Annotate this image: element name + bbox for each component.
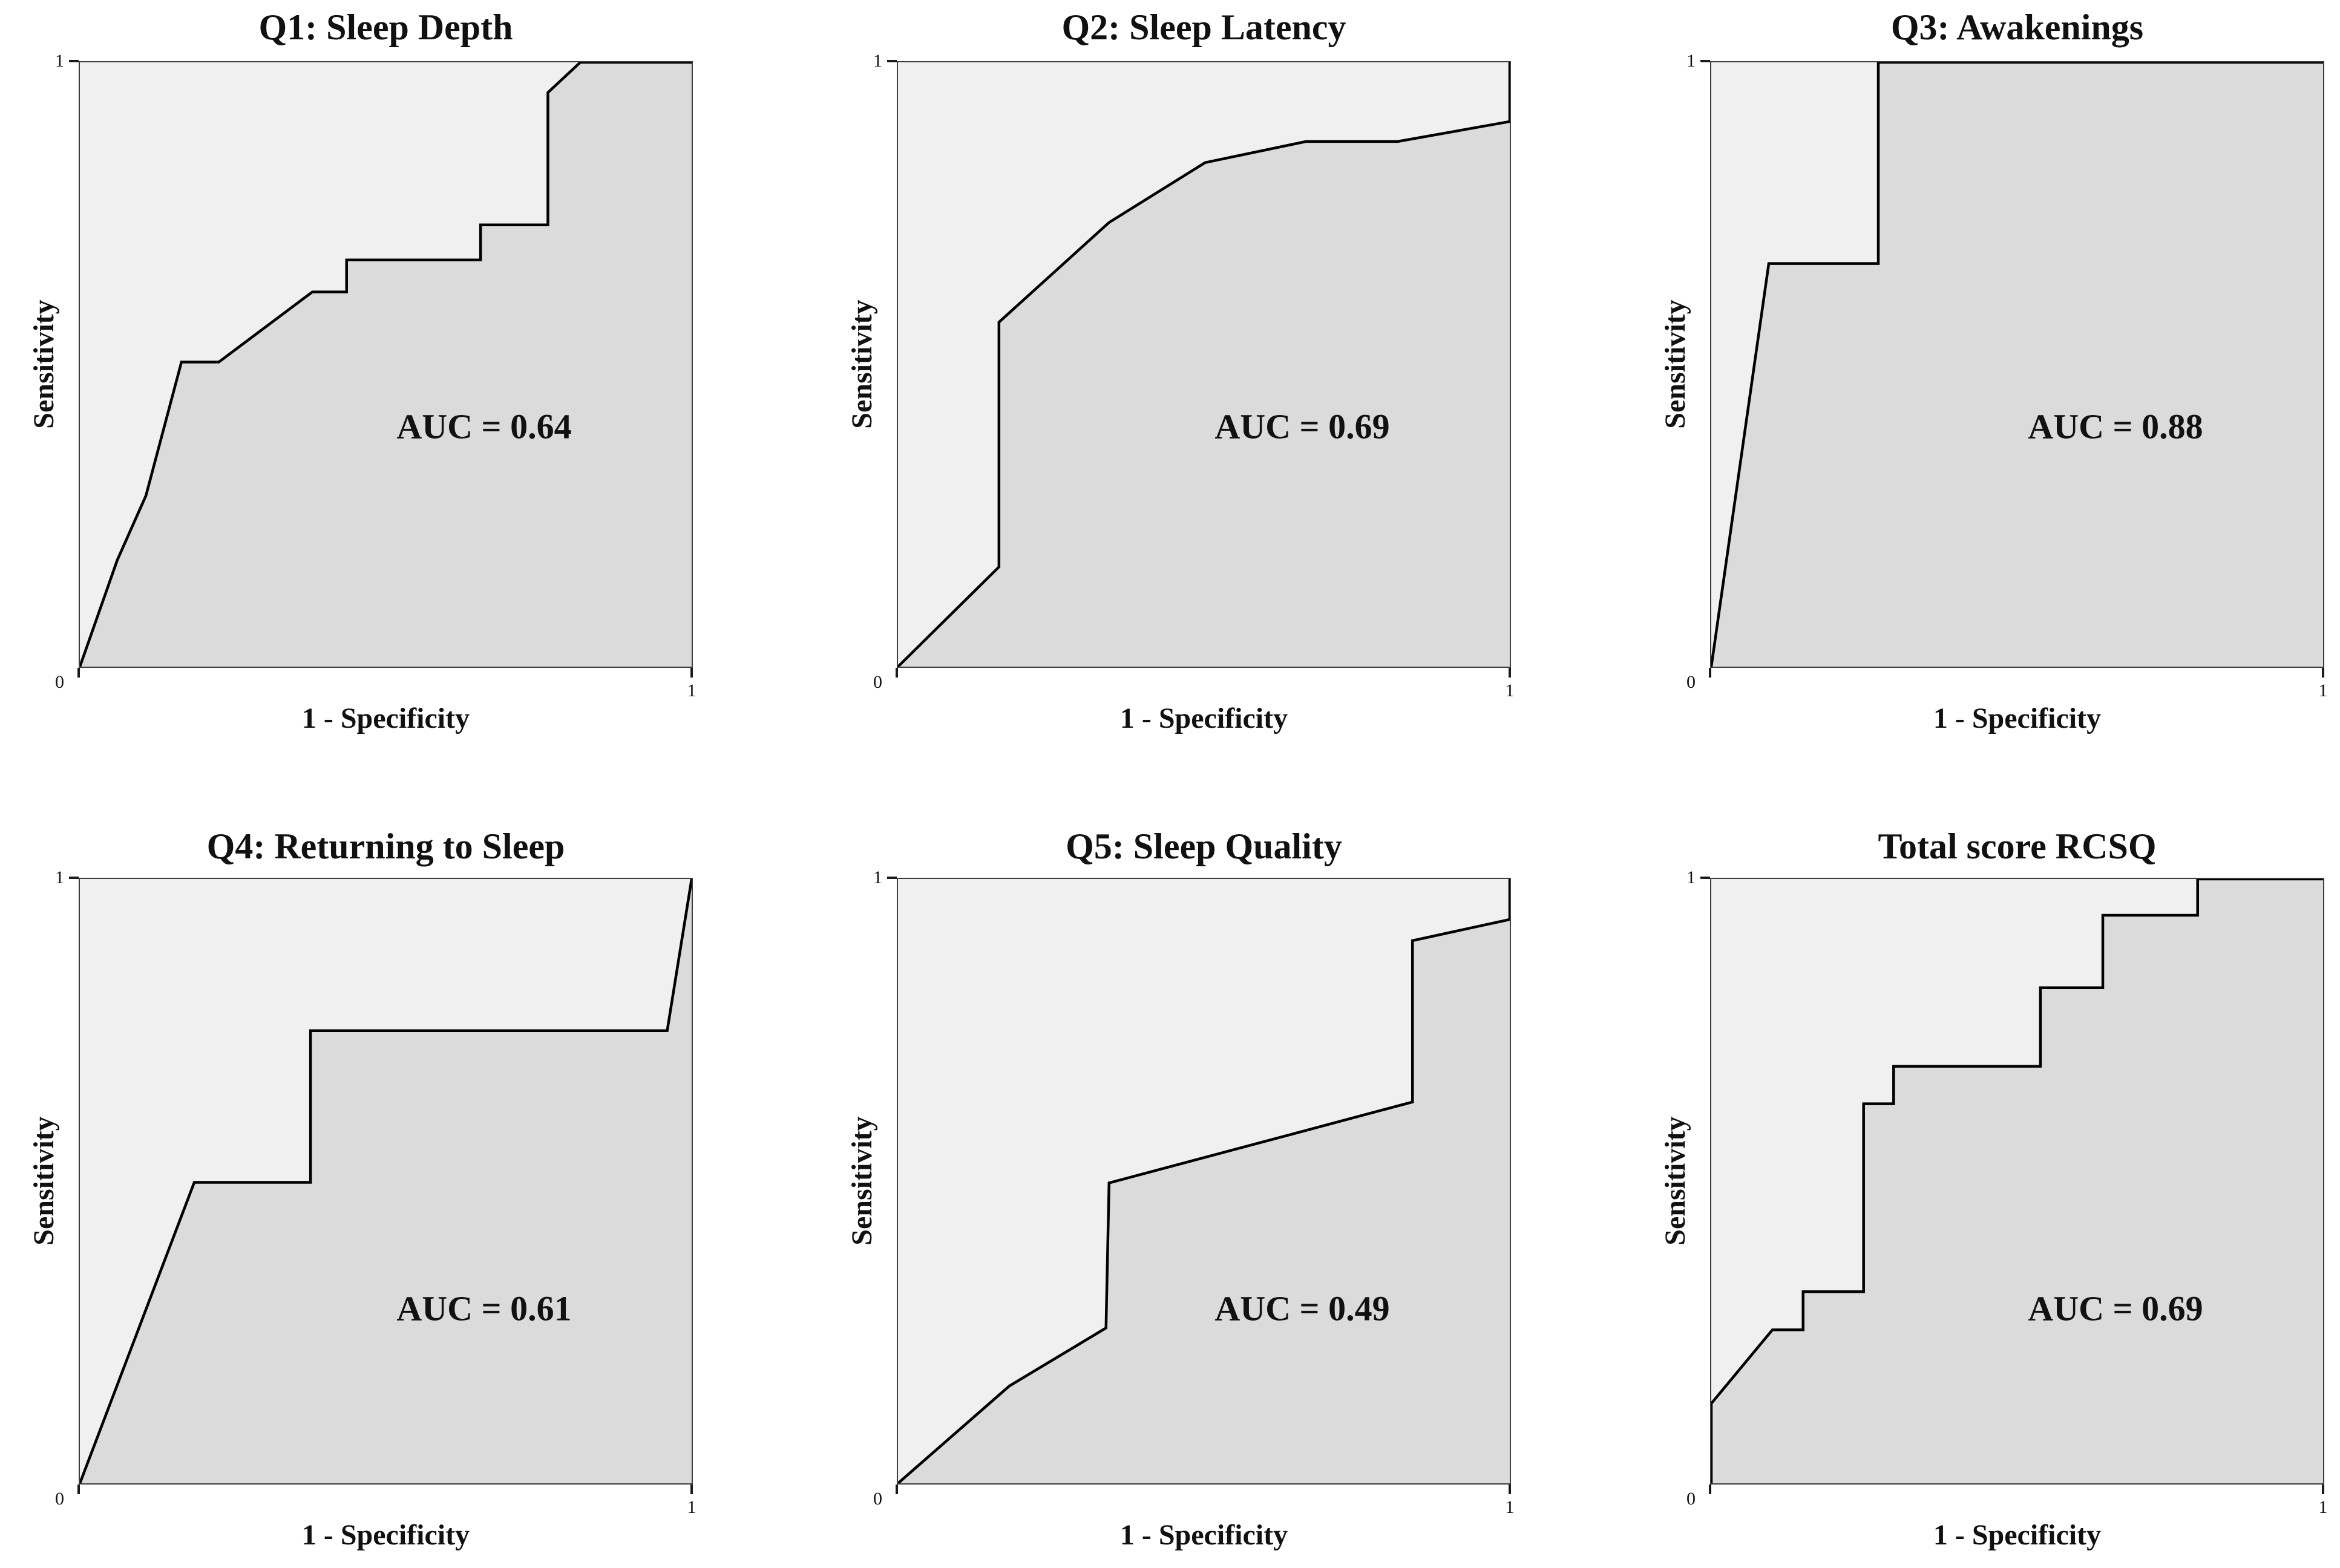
auc-annotation: AUC = 0.69: [2028, 1289, 2203, 1328]
x-axis-label: 1 - Specificity: [301, 702, 470, 734]
y-axis-label: Sensitivity: [846, 299, 878, 429]
chart-title: Q5: Sleep Quality: [1066, 826, 1342, 866]
y-axis-label: Sensitivity: [1659, 299, 1691, 429]
y-axis-tick-label-max: 1: [873, 867, 882, 887]
roc-panel-q5: Q5: Sleep Quality Sensitivity 1 0 1 AUC …: [780, 784, 1560, 1568]
y-axis-tick-mark-max: [887, 60, 897, 62]
y-axis-tick-label-max: 1: [55, 867, 64, 887]
x-axis-tick-label-max: 1: [687, 1497, 696, 1517]
y-axis-tick-mark-max: [69, 60, 79, 62]
origin-tick-mark: [1709, 1485, 1711, 1494]
y-axis-tick-mark-max: [1700, 877, 1710, 879]
auc-annotation: AUC = 0.88: [2028, 407, 2203, 446]
roc-panel-total-rcsq: Total score RCSQ Sensitivity 1 0 1 AUC =…: [1560, 784, 2340, 1568]
chart-title: Q4: Returning to Sleep: [206, 826, 565, 866]
auc-annotation: AUC = 0.49: [1214, 1289, 1390, 1328]
x-axis-tick-mark-max: [690, 668, 693, 678]
y-axis-tick-label-max: 1: [1686, 51, 1696, 71]
y-axis-tick-label-max: 1: [1686, 867, 1696, 887]
origin-tick-label: 0: [873, 672, 882, 692]
roc-curve: [80, 62, 692, 667]
auc-annotation: AUC = 0.69: [1214, 407, 1390, 446]
plot-area: [1710, 878, 2324, 1485]
y-axis-tick-mark-max: [887, 877, 897, 879]
y-axis-label: Sensitivity: [846, 1116, 878, 1246]
chart-title: Q3: Awakenings: [1890, 7, 2144, 47]
x-axis-tick-label-max: 1: [2318, 1497, 2328, 1517]
x-axis-tick-label-max: 1: [687, 681, 696, 701]
origin-tick-mark: [77, 668, 80, 678]
origin-tick-label: 0: [55, 1489, 64, 1509]
chart-title: Q2: Sleep Latency: [1061, 7, 1346, 47]
x-axis-tick-label-max: 1: [1505, 1497, 1515, 1517]
origin-tick-label: 0: [55, 672, 64, 692]
x-axis-tick-mark-max: [2322, 668, 2324, 678]
origin-tick-mark: [77, 1485, 80, 1494]
y-axis-label: Sensitivity: [1659, 1116, 1691, 1246]
x-axis-tick-mark-max: [690, 1485, 693, 1494]
roc-curve: [1711, 879, 2323, 1483]
y-axis-label: Sensitivity: [28, 1116, 60, 1246]
y-axis-tick-mark-max: [1700, 60, 1710, 62]
chart-title: Total score RCSQ: [1878, 826, 2157, 866]
roc-curve: [898, 62, 1510, 667]
roc-panel-q4: Q4: Returning to Sleep Sensitivity 1 0 1…: [0, 784, 780, 1568]
y-axis-tick-label-max: 1: [55, 51, 64, 71]
roc-panel-q2: Q2: Sleep Latency Sensitivity 1 0 1 AUC …: [780, 0, 1560, 784]
auc-annotation: AUC = 0.61: [396, 1289, 572, 1328]
x-axis-label: 1 - Specificity: [301, 1519, 470, 1551]
roc-curve: [1711, 62, 2323, 667]
origin-tick-mark: [896, 668, 898, 678]
roc-curve: [898, 879, 1510, 1483]
plot-area: [897, 61, 1511, 668]
origin-tick-mark: [1709, 668, 1711, 678]
roc-panel-q1: Q1: Sleep Depth Sensitivity 1 0 1 AUC = …: [0, 0, 780, 784]
roc-curve: [80, 879, 692, 1483]
auc-annotation: AUC = 0.64: [396, 407, 572, 446]
origin-tick-label: 0: [1686, 1489, 1696, 1509]
chart-title: Q1: Sleep Depth: [258, 7, 513, 47]
x-axis-tick-label-max: 1: [1505, 681, 1515, 701]
y-axis-tick-label-max: 1: [873, 51, 882, 71]
origin-tick-label: 0: [873, 1489, 882, 1509]
x-axis-tick-mark-max: [1509, 668, 1511, 678]
x-axis-tick-label-max: 1: [2318, 681, 2328, 701]
y-axis-tick-mark-max: [69, 877, 79, 879]
x-axis-tick-mark-max: [2322, 1485, 2324, 1494]
x-axis-label: 1 - Specificity: [1119, 1519, 1288, 1551]
y-axis-label: Sensitivity: [28, 299, 60, 429]
roc-panel-q3: Q3: Awakenings Sensitivity 1 0 1 AUC = 0…: [1560, 0, 2340, 784]
x-axis-label: 1 - Specificity: [1933, 702, 2102, 734]
origin-tick-label: 0: [1686, 672, 1696, 692]
x-axis-tick-mark-max: [1509, 1485, 1511, 1494]
x-axis-label: 1 - Specificity: [1933, 1519, 2102, 1551]
plot-area: [79, 878, 693, 1485]
plot-area: [1710, 61, 2324, 668]
x-axis-label: 1 - Specificity: [1119, 702, 1288, 734]
plot-area: [79, 61, 693, 668]
plot-area: [897, 878, 1511, 1485]
origin-tick-mark: [896, 1485, 898, 1494]
